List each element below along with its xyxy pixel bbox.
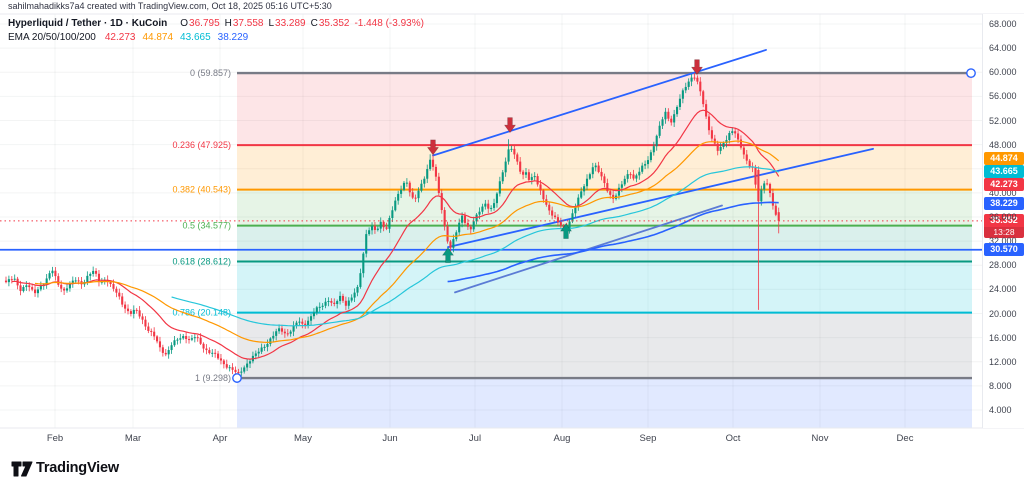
price-tick-label: 8.000 — [989, 380, 1012, 391]
fib-label: 1 (9.298) — [195, 373, 231, 383]
close-value: 35.352 — [318, 18, 350, 29]
fib-band — [237, 261, 972, 313]
fib-label: 0.618 (28.612) — [172, 257, 231, 267]
price-tick-label: 24.000 — [989, 284, 1017, 295]
time-tick-label: Aug — [553, 433, 571, 444]
bar-countdown: 13:28 — [984, 227, 1024, 239]
fib-handle[interactable] — [232, 373, 242, 383]
time-axis[interactable]: Feb Mar Apr May Jun Jul Aug Sep Oct Nov Dec — [0, 428, 982, 452]
price-tick-label: 52.000 — [989, 115, 1017, 126]
fib-label: 0.236 (47.925) — [172, 140, 231, 150]
fib-band — [237, 378, 972, 428]
watermark: sahilmahadikks7a4 created with TradingVi… — [8, 1, 332, 11]
time-tick-label: Jun — [382, 433, 398, 444]
price-tick-label: 12.000 — [989, 356, 1017, 367]
current-price-value: 35.352 — [984, 214, 1024, 228]
fib-label: 0 (59.857) — [190, 68, 231, 78]
time-tick-label: Oct — [725, 433, 741, 444]
ema200-value: 38.229 — [217, 32, 249, 43]
open-value: 36.795 — [189, 18, 220, 29]
tradingview-logo-icon[interactable] — [10, 457, 34, 481]
price-tick-label: 4.000 — [989, 405, 1012, 415]
price-tick-label: 32.000 — [989, 236, 1017, 247]
price-tag-38.229: 38.229 — [984, 197, 1024, 211]
symbol-row: Hyperliquid / Tether · 1D · KuCoin O36.79… — [8, 17, 424, 31]
fib-band — [237, 189, 972, 226]
legend: Hyperliquid / Tether · 1D · KuCoin O36.79… — [8, 17, 424, 45]
ema-200-line[interactable] — [447, 201, 779, 283]
high-value: 37.558 — [232, 18, 264, 29]
ema100-value: 43.665 — [180, 32, 211, 43]
fib-label: 0.382 (40.543) — [172, 185, 231, 195]
time-tick-label: Apr — [212, 433, 228, 444]
time-tick-label: Jul — [468, 433, 482, 444]
time-tick-label: Dec — [896, 433, 914, 444]
price-tick-label: 64.000 — [989, 43, 1017, 54]
ema-100-line[interactable] — [171, 166, 779, 327]
time-tick-label: Nov — [811, 433, 829, 444]
time-tick-label: May — [294, 433, 312, 444]
marker-arrow-up-icon[interactable] — [442, 247, 454, 264]
ema-title[interactable]: EMA 20/50/100/200 — [8, 32, 96, 43]
tradingview-wordmark[interactable]: TradingView — [36, 460, 119, 476]
fib-band — [237, 73, 972, 146]
marker-arrow-down-icon[interactable] — [427, 139, 439, 156]
change-value: -1.448 (-3.93%) — [354, 18, 424, 29]
current-price-tag: 35.352 13:28 — [984, 214, 1024, 239]
ema-50-line[interactable] — [34, 140, 780, 343]
time-tick-label: Sep — [639, 433, 657, 444]
price-tag-44.874: 44.874 — [984, 151, 1024, 165]
open-label: O — [180, 18, 189, 29]
fib-label: 0.786 (20.148) — [172, 308, 231, 318]
fib-label: 0.5 (34.577) — [182, 221, 231, 231]
trendline[interactable] — [432, 49, 767, 157]
fib-handle[interactable] — [966, 68, 976, 79]
price-axis[interactable]: 35.352 13:28 68.000 64.000 60.000 56.000 52.… — [982, 14, 1024, 428]
ema50-value: 44.874 — [142, 32, 174, 43]
price-tick-label: 56.000 — [989, 91, 1017, 102]
price-tick-label: 20.000 — [989, 308, 1017, 319]
fib-band — [237, 312, 972, 379]
high-label: H — [224, 18, 232, 29]
price-tick-label: 68.000 — [989, 19, 1017, 29]
price-tick-label: 60.000 — [989, 67, 1017, 78]
ema-indicator-row: EMA 20/50/100/200 42.273 44.874 43.665 38.22… — [8, 31, 424, 45]
ema20-value: 42.273 — [104, 32, 136, 43]
price-tag-30.570: 30.570 — [984, 243, 1024, 257]
trendline[interactable] — [447, 147, 874, 249]
price-tick-label: 40.000 — [989, 187, 1017, 198]
low-value: 33.289 — [275, 18, 306, 29]
price-tick-label: 28.000 — [989, 260, 1017, 271]
marker-arrow-down-icon[interactable] — [504, 117, 516, 133]
price-tick-label: 48.000 — [989, 139, 1017, 150]
low-label: L — [268, 18, 275, 29]
symbol-title[interactable]: Hyperliquid / Tether · 1D · KuCoin — [8, 18, 168, 29]
price-tag-42.273: 42.273 — [984, 177, 1024, 191]
price-tick-label: 36.000 — [989, 212, 1017, 222]
price-tick-label: 16.000 — [989, 332, 1017, 343]
close-label: C — [310, 18, 318, 29]
marker-arrow-down-icon[interactable] — [691, 59, 703, 76]
footer: TradingView — [0, 452, 1024, 486]
ema-20-line[interactable] — [11, 109, 780, 360]
time-tick-label: Feb — [46, 433, 64, 444]
time-tick-label: Mar — [124, 433, 142, 444]
price-tag-43.665: 43.665 — [984, 164, 1024, 178]
marker-arrow-up-icon[interactable] — [560, 223, 572, 240]
